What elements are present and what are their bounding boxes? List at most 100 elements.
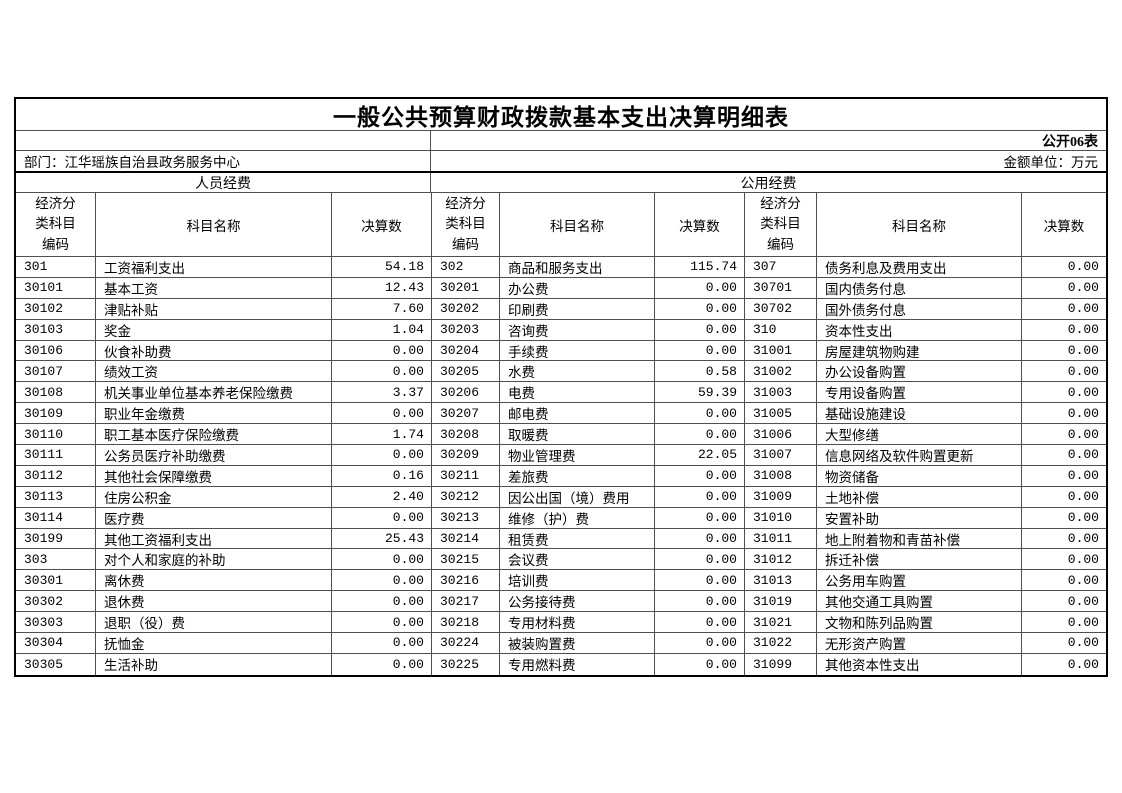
cell-value: 0.00 (392, 343, 424, 358)
table-row: 31012 拆迁补偿 0.00 (745, 549, 1106, 571)
column-header-code: 经济分类科目编码 (432, 193, 500, 256)
cell-value: 0.00 (392, 405, 424, 421)
cell-name: 津贴补贴 (96, 298, 332, 319)
cell-name: 奖金 (96, 319, 332, 340)
cell-code: 30206 (432, 382, 500, 403)
meta-row: 公开06表 (16, 131, 1106, 151)
cell-name: 大型修缮 (817, 424, 1022, 445)
cell-code: 31006 (745, 424, 817, 445)
cell-name: 差旅费 (500, 465, 655, 486)
table-row: 31002 办公设备购置 0.00 (745, 361, 1106, 383)
cell-value: 0.00 (392, 447, 424, 463)
cell-value: 0.00 (705, 280, 737, 296)
cell-value: 0.00 (392, 656, 424, 672)
table-row: 30114 医疗费 0.00 (16, 507, 431, 529)
column-header-value: 决算数 (361, 218, 402, 234)
cell-value: 0.00 (392, 363, 424, 379)
cell-name: 离休费 (96, 570, 332, 591)
cell-value: 59.39 (697, 384, 737, 400)
cell-code: 30102 (16, 298, 96, 319)
cell-name: 因公出国（境）费用 (500, 486, 655, 507)
cell-code: 30103 (16, 319, 96, 340)
cell-value: 0.00 (392, 510, 424, 526)
cell-code: 30204 (432, 340, 500, 361)
table-row: 30218 专用材料费 0.00 (432, 612, 744, 634)
cell-code: 30217 (432, 591, 500, 612)
cell-name: 文物和陈列品购置 (817, 612, 1022, 633)
cell-code: 31010 (745, 507, 817, 528)
data-area: 经济分类科目编码 科目名称 决算数 301 工资福利支出 54.18 30101… (16, 193, 1106, 675)
cell-name: 专用设备购置 (817, 382, 1022, 403)
table-code-label: 公开06表 (1042, 134, 1098, 150)
cell-name: 公务员医疗补助缴费 (96, 445, 332, 465)
column-header-value: 决算数 (679, 218, 720, 234)
column-header-code: 经济分类科目编码 (745, 193, 817, 256)
cell-value: 1.04 (392, 322, 424, 338)
cell-name: 物业管理费 (500, 445, 655, 465)
cell-value: 0.00 (1067, 426, 1099, 442)
table-row: 31003 专用设备购置 0.00 (745, 382, 1106, 404)
cell-code: 30305 (16, 653, 96, 675)
cell-value: 0.00 (1067, 280, 1099, 296)
cell-code: 30106 (16, 340, 96, 361)
cell-name: 取暖费 (500, 424, 655, 445)
cell-code: 30702 (745, 298, 817, 319)
table-row: 30209 物业管理费 22.05 (432, 445, 744, 466)
cell-value: 22.05 (697, 447, 737, 463)
column-header-name: 科目名称 (500, 193, 655, 256)
cell-name: 工资福利支出 (96, 257, 332, 277)
cell-code: 30110 (16, 424, 96, 445)
column-header-row: 经济分类科目编码 科目名称 决算数 (432, 193, 744, 257)
table-row: 30103 奖金 1.04 (16, 319, 431, 341)
cell-name: 无形资产购置 (817, 633, 1022, 653)
cell-code: 307 (745, 257, 817, 277)
cell-value: 7.60 (392, 301, 424, 317)
table-row: 30102 津贴补贴 7.60 (16, 298, 431, 320)
table-row: 31021 文物和陈列品购置 0.00 (745, 612, 1106, 634)
group-header-row: 人员经费 公用经费 (16, 173, 1106, 193)
table-row: 30303 退职（役）费 0.00 (16, 612, 431, 634)
cell-name: 对个人和家庭的补助 (96, 549, 332, 570)
title-row: 一般公共预算财政拨款基本支出决算明细表 (16, 99, 1106, 131)
table-row: 31022 无形资产购置 0.00 (745, 633, 1106, 654)
cell-name: 水费 (500, 361, 655, 382)
cell-name: 租赁费 (500, 528, 655, 549)
cell-code: 30302 (16, 591, 96, 612)
cell-name: 基本工资 (96, 277, 332, 298)
cell-code: 31099 (745, 653, 817, 675)
table-row: 30207 邮电费 0.00 (432, 403, 744, 425)
cell-code: 30107 (16, 361, 96, 382)
cell-code: 30211 (432, 465, 500, 486)
cell-code: 30209 (432, 445, 500, 465)
table-row: 30109 职业年金缴费 0.00 (16, 403, 431, 425)
cell-code: 31009 (745, 486, 817, 507)
cell-code: 30303 (16, 612, 96, 633)
cell-value: 0.00 (705, 343, 737, 358)
cell-code: 31003 (745, 382, 817, 403)
meta-left-cell (16, 131, 431, 150)
cell-code: 30301 (16, 570, 96, 591)
cell-code: 31005 (745, 403, 817, 424)
cell-name: 医疗费 (96, 507, 332, 528)
table-row: 30225 专用燃料费 0.00 (432, 653, 744, 675)
table-row: 30216 培训费 0.00 (432, 570, 744, 592)
table-row: 30701 国内债务付息 0.00 (745, 277, 1106, 299)
column-header-name: 科目名称 (817, 193, 1022, 256)
cell-code: 30213 (432, 507, 500, 528)
cell-code: 302 (432, 257, 500, 277)
cell-code: 30111 (16, 445, 96, 465)
cell-code: 30214 (432, 528, 500, 549)
cell-value: 0.00 (705, 635, 737, 651)
cell-name: 地上附着物和青苗补偿 (817, 528, 1022, 549)
group-header-personnel: 人员经费 (16, 173, 431, 192)
column-header-code: 经济分类科目编码 (16, 193, 96, 256)
cell-name: 土地补偿 (817, 486, 1022, 507)
table-row: 30199 其他工资福利支出 25.43 (16, 528, 431, 550)
table-row: 30302 退休费 0.00 (16, 591, 431, 613)
cell-code: 30201 (432, 277, 500, 298)
cell-code: 30109 (16, 403, 96, 424)
cell-code: 30205 (432, 361, 500, 382)
cell-value: 0.00 (1067, 593, 1099, 609)
table-row: 303 对个人和家庭的补助 0.00 (16, 549, 431, 571)
table-row: 31099 其他资本性支出 0.00 (745, 653, 1106, 675)
